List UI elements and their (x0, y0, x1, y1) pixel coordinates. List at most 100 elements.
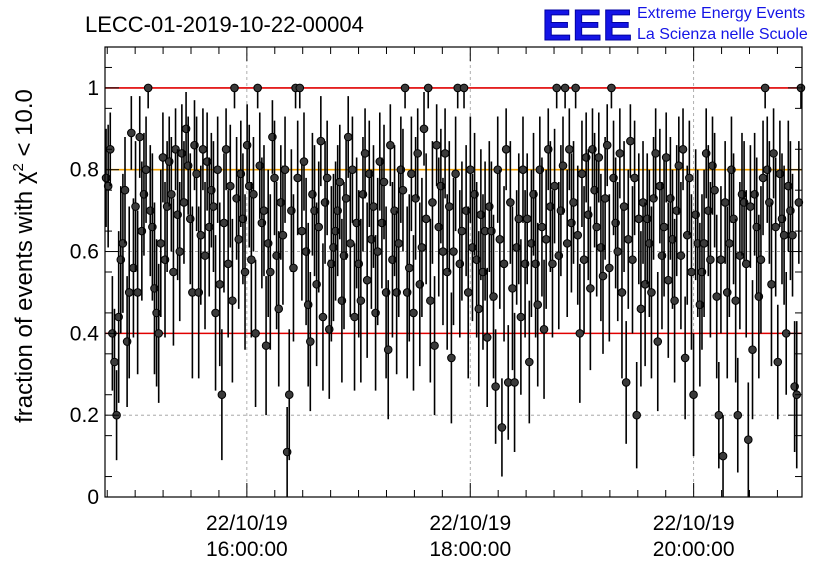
data-point (322, 120, 332, 236)
data-point (379, 124, 389, 240)
data-marker (261, 341, 271, 350)
data-point (278, 165, 288, 305)
data-marker (746, 202, 755, 211)
data-marker (419, 124, 429, 134)
data-marker (421, 214, 431, 224)
data-point (449, 177, 458, 326)
data-marker (615, 149, 625, 158)
data-point (771, 157, 780, 297)
data-point (343, 96, 353, 178)
data-marker (417, 243, 427, 252)
data-marker (322, 173, 332, 183)
data-marker (773, 357, 783, 367)
data-marker (756, 255, 766, 265)
data-marker (141, 165, 151, 175)
data-marker (605, 263, 614, 273)
data-marker (169, 267, 178, 277)
logo-line2: La Scienza nelle Scuole (637, 26, 808, 43)
data-point (497, 378, 507, 477)
data-marker (428, 198, 437, 207)
data-point (499, 186, 509, 342)
data-point (459, 83, 469, 109)
data-point (744, 382, 753, 497)
data-point (284, 329, 294, 461)
data-point (788, 173, 797, 297)
data-marker (586, 284, 595, 293)
data-point (428, 141, 437, 264)
data-point (651, 108, 660, 199)
data-marker (716, 255, 726, 265)
data-marker (251, 329, 260, 338)
data-marker (463, 288, 473, 297)
data-point (335, 124, 345, 240)
data-point (127, 96, 136, 170)
data-marker (295, 83, 305, 93)
data-marker (426, 296, 435, 305)
y-axis-label-symbol: χ (11, 171, 38, 184)
data-marker (653, 337, 663, 346)
data-marker (497, 423, 507, 432)
data-point (514, 153, 524, 285)
data-marker (710, 185, 719, 195)
data-marker (569, 198, 578, 207)
data-point (569, 141, 578, 264)
data-point (506, 141, 515, 264)
data-point (289, 194, 298, 342)
data-marker (110, 357, 119, 367)
data-marker (491, 382, 500, 391)
y-tick-label: 1 (87, 77, 99, 100)
data-marker (670, 296, 679, 305)
data-marker (120, 185, 130, 195)
data-marker (133, 288, 142, 297)
data-point (647, 206, 656, 379)
data-marker (760, 83, 770, 93)
x-tick-label-time: 20:00:00 (653, 538, 735, 561)
data-marker (179, 198, 189, 207)
data-point (297, 161, 307, 301)
data-marker (346, 239, 355, 248)
data-point (400, 83, 410, 109)
data-marker (407, 169, 416, 179)
data-point (274, 231, 284, 387)
data-point (573, 165, 583, 305)
data-point (571, 83, 580, 109)
data-marker (247, 255, 256, 265)
data-point (453, 83, 463, 109)
data-marker (274, 304, 284, 314)
data-marker (767, 279, 776, 289)
data-marker (314, 222, 324, 232)
data-marker (223, 259, 233, 269)
data-point (383, 280, 393, 420)
data-marker (626, 136, 635, 146)
data-marker (712, 292, 722, 301)
data-marker (196, 230, 206, 240)
data-point (362, 202, 372, 358)
data-point (409, 235, 418, 391)
data-point (495, 169, 505, 309)
data-point (318, 243, 328, 391)
data-point (676, 182, 686, 330)
data-point (440, 108, 450, 199)
data-point (209, 141, 218, 272)
data-marker (533, 300, 543, 310)
data-point (619, 141, 629, 272)
data-point (621, 321, 631, 444)
data-point (369, 145, 378, 268)
data-marker (284, 390, 294, 400)
data-point (143, 83, 153, 109)
data-marker (501, 144, 511, 154)
data-marker (379, 177, 389, 187)
data-marker (508, 284, 517, 293)
data-point (600, 137, 610, 260)
data-marker (634, 214, 644, 224)
logo-letters: EEE (542, 1, 633, 50)
y-axis-label-exponent: 2 (10, 163, 27, 171)
data-marker (430, 341, 439, 350)
data-marker (592, 222, 601, 232)
data-marker (788, 230, 797, 240)
data-marker (720, 198, 730, 207)
data-point (213, 116, 222, 223)
logo-line1: Extreme Energy Events (637, 5, 805, 22)
data-point (432, 104, 441, 187)
